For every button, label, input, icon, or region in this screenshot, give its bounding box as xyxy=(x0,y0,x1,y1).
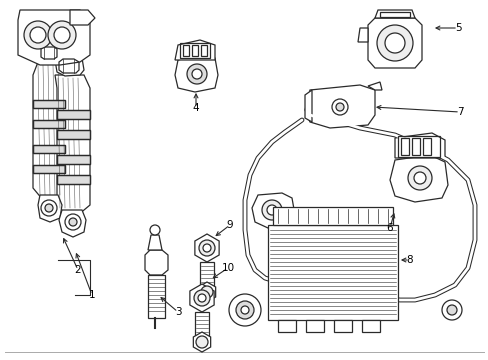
Circle shape xyxy=(413,172,425,184)
Circle shape xyxy=(407,166,431,190)
Circle shape xyxy=(65,214,81,230)
Polygon shape xyxy=(33,62,65,200)
Polygon shape xyxy=(305,85,374,128)
Polygon shape xyxy=(198,282,215,302)
Polygon shape xyxy=(333,320,351,332)
Circle shape xyxy=(41,200,57,216)
Polygon shape xyxy=(18,10,90,65)
Polygon shape xyxy=(389,155,447,202)
Polygon shape xyxy=(70,10,95,25)
Polygon shape xyxy=(175,40,215,60)
Circle shape xyxy=(384,33,404,53)
Circle shape xyxy=(241,306,248,314)
Circle shape xyxy=(199,240,215,256)
Circle shape xyxy=(236,301,253,319)
Circle shape xyxy=(45,204,53,212)
Circle shape xyxy=(69,218,77,226)
Polygon shape xyxy=(57,175,90,184)
Circle shape xyxy=(196,336,207,348)
Polygon shape xyxy=(272,207,392,225)
Polygon shape xyxy=(367,82,381,90)
Text: 10: 10 xyxy=(221,263,234,273)
Polygon shape xyxy=(33,120,65,128)
Circle shape xyxy=(198,294,205,302)
Polygon shape xyxy=(57,130,90,139)
Circle shape xyxy=(335,103,343,111)
Circle shape xyxy=(203,244,210,252)
Text: 5: 5 xyxy=(454,23,460,33)
Polygon shape xyxy=(55,55,84,76)
Polygon shape xyxy=(374,10,414,18)
Polygon shape xyxy=(267,225,397,320)
Polygon shape xyxy=(305,90,311,122)
Circle shape xyxy=(228,294,261,326)
Polygon shape xyxy=(38,44,60,62)
Polygon shape xyxy=(148,235,162,250)
Polygon shape xyxy=(55,75,90,215)
Polygon shape xyxy=(394,133,444,158)
Polygon shape xyxy=(195,234,219,262)
Text: 2: 2 xyxy=(75,265,81,275)
Circle shape xyxy=(186,64,206,84)
Polygon shape xyxy=(361,320,379,332)
Polygon shape xyxy=(278,320,295,332)
Text: 6: 6 xyxy=(386,223,392,233)
Polygon shape xyxy=(305,320,324,332)
Circle shape xyxy=(441,300,461,320)
Polygon shape xyxy=(59,210,86,237)
Polygon shape xyxy=(367,18,421,68)
Circle shape xyxy=(54,27,70,43)
Text: 7: 7 xyxy=(456,107,462,117)
Circle shape xyxy=(262,200,282,220)
Text: 3: 3 xyxy=(174,307,181,317)
Text: 1: 1 xyxy=(88,290,95,300)
Circle shape xyxy=(192,69,202,79)
Circle shape xyxy=(376,25,412,61)
Circle shape xyxy=(194,290,209,306)
Circle shape xyxy=(446,305,456,315)
Circle shape xyxy=(48,21,76,49)
Polygon shape xyxy=(57,110,90,119)
Polygon shape xyxy=(33,165,65,173)
Polygon shape xyxy=(145,250,168,275)
Polygon shape xyxy=(193,332,210,352)
Polygon shape xyxy=(33,145,65,153)
Polygon shape xyxy=(189,284,214,312)
Polygon shape xyxy=(251,193,294,228)
Polygon shape xyxy=(175,55,218,92)
Circle shape xyxy=(150,225,160,235)
Text: 8: 8 xyxy=(406,255,412,265)
Polygon shape xyxy=(38,195,62,222)
Circle shape xyxy=(201,286,213,298)
Circle shape xyxy=(266,205,276,215)
Text: 9: 9 xyxy=(226,220,233,230)
Circle shape xyxy=(30,27,46,43)
Polygon shape xyxy=(33,100,65,108)
Polygon shape xyxy=(357,28,367,42)
Polygon shape xyxy=(57,155,90,164)
Text: 4: 4 xyxy=(192,103,199,113)
Circle shape xyxy=(331,99,347,115)
Circle shape xyxy=(24,21,52,49)
